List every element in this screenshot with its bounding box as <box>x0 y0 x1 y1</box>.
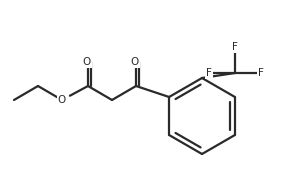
Text: O: O <box>82 57 91 67</box>
Text: F: F <box>258 68 264 78</box>
Text: F: F <box>232 42 238 52</box>
Text: O: O <box>58 95 66 105</box>
Text: O: O <box>130 57 139 67</box>
Text: F: F <box>206 68 212 78</box>
